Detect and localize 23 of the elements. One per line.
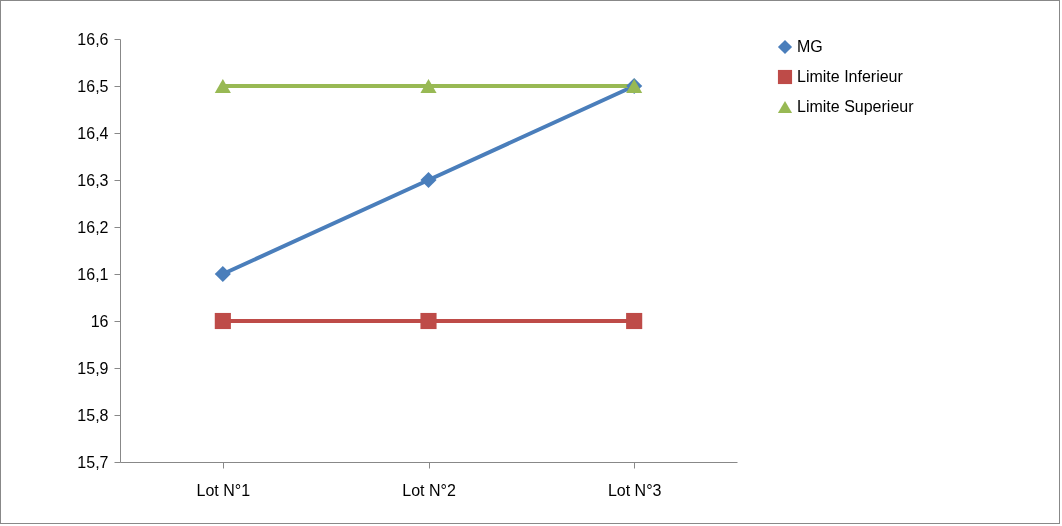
y-tick-label: 16,1 bbox=[77, 265, 109, 283]
y-tick-label: 15,8 bbox=[77, 406, 109, 424]
point bbox=[626, 312, 643, 330]
point bbox=[214, 265, 231, 283]
y-tick-label: 16,6 bbox=[77, 30, 109, 48]
point bbox=[214, 79, 231, 93]
point bbox=[214, 312, 231, 330]
point bbox=[420, 312, 437, 330]
legend-label: Limite Inferieur bbox=[797, 68, 904, 85]
y-tick-label: 16,3 bbox=[77, 171, 109, 189]
x-tick-label: Lot N°3 bbox=[607, 481, 662, 499]
legend-label: Limite Superieur bbox=[797, 98, 915, 115]
y-tick-label: 16,5 bbox=[77, 77, 109, 95]
x-tick-label: Lot N°2 bbox=[402, 481, 456, 499]
y-tick-label: 16 bbox=[90, 312, 109, 330]
y-tick-label: 15,9 bbox=[77, 359, 109, 377]
y-tick-label: 16,2 bbox=[77, 218, 109, 236]
point bbox=[420, 171, 437, 189]
point bbox=[420, 79, 437, 93]
y-tick-label: 15,7 bbox=[77, 453, 109, 471]
x-tick-label: Lot N°1 bbox=[196, 481, 251, 499]
legend-label: MG bbox=[797, 38, 823, 55]
y-tick-label: 16,4 bbox=[77, 124, 109, 142]
